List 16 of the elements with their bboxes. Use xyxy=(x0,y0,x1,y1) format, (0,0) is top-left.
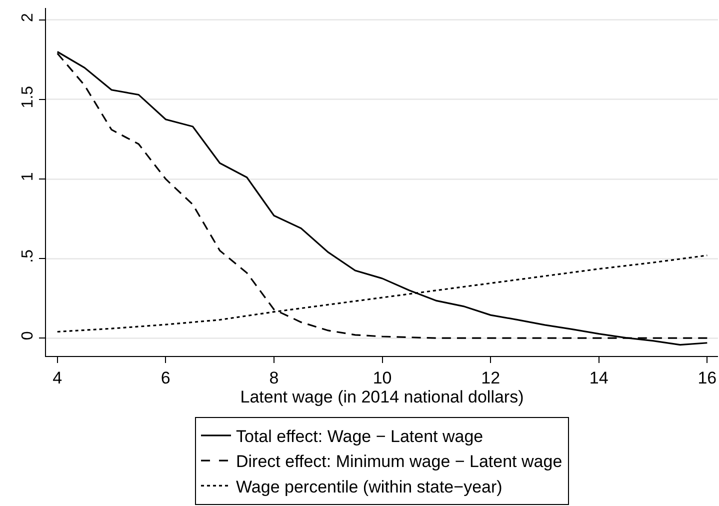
x-tick-label: 8 xyxy=(269,368,279,388)
x-tick-label: 16 xyxy=(698,368,717,388)
legend-label: Total effect: Wage − Latent wage xyxy=(236,427,484,446)
legend-label: Wage percentile (within state−year) xyxy=(236,477,502,496)
x-axis-title: Latent wage (in 2014 national dollars) xyxy=(240,387,524,406)
y-tick-label: 2 xyxy=(20,12,37,22)
legend-label: Direct effect: Minimum wage − Latent wage xyxy=(236,452,562,472)
y-tick-label: 1 xyxy=(20,172,37,182)
y-tick-label: 0 xyxy=(20,331,37,340)
x-tick-label: 4 xyxy=(52,368,62,388)
x-tick-label: 10 xyxy=(372,368,392,388)
x-tick-label: 6 xyxy=(160,368,170,388)
y-tick-label: 1.5 xyxy=(20,86,37,108)
x-tick-label: 14 xyxy=(589,368,608,388)
x-tick-label: 12 xyxy=(481,368,500,388)
y-tick-label: .5 xyxy=(20,249,37,263)
